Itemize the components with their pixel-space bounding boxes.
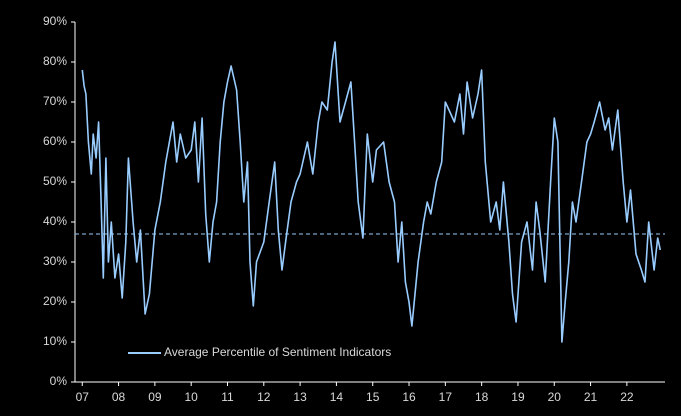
x-tick-label: 07 bbox=[76, 390, 90, 404]
data-line bbox=[81, 41, 662, 343]
y-tick-label: 40% bbox=[43, 214, 67, 228]
x-tick-label: 08 bbox=[112, 390, 126, 404]
x-tick-label: 18 bbox=[475, 390, 489, 404]
x-tick-label: 21 bbox=[584, 390, 598, 404]
x-tick-label: 11 bbox=[221, 390, 234, 404]
x-tick-label: 19 bbox=[511, 390, 525, 404]
x-tick-label: 13 bbox=[293, 390, 307, 404]
x-tick-label: 09 bbox=[148, 390, 162, 404]
y-tick-label: 50% bbox=[43, 174, 67, 188]
y-tick-label: 0% bbox=[50, 374, 68, 388]
x-tick-label: 15 bbox=[366, 390, 380, 404]
y-tick-label: 60% bbox=[43, 134, 67, 148]
x-tick-label: 14 bbox=[330, 390, 344, 404]
y-tick-label: 10% bbox=[43, 334, 67, 348]
x-tick-label: 12 bbox=[257, 390, 271, 404]
y-tick-label: 70% bbox=[43, 94, 67, 108]
x-tick-label: 22 bbox=[620, 390, 634, 404]
x-tick-label: 16 bbox=[402, 390, 416, 404]
x-tick-label: 10 bbox=[185, 390, 199, 404]
x-tick-label: 17 bbox=[439, 390, 453, 404]
x-tick-label: 20 bbox=[548, 390, 562, 404]
y-tick-label: 90% bbox=[43, 14, 67, 28]
legend-label: Average Percentile of Sentiment Indicato… bbox=[164, 345, 391, 359]
y-tick-label: 80% bbox=[43, 54, 67, 68]
y-tick-label: 20% bbox=[43, 294, 67, 308]
y-tick-label: 30% bbox=[43, 254, 67, 268]
